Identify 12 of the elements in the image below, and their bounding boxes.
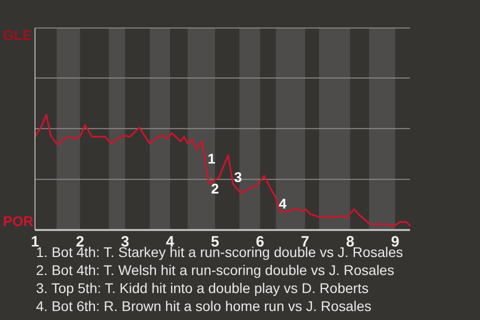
text: 2. Bot 4th: T. Welsh hit a run-scoring double vs J. Rosales — [36, 262, 394, 278]
annotation: 1 — [208, 150, 216, 167]
x-tick-label: 9 — [390, 234, 400, 251]
annotation: 4 — [278, 196, 287, 212]
text: 4. Bot 6th: R. Brown hit a solo home run vs J. Rosales — [36, 298, 372, 314]
annotation: 3 — [234, 169, 242, 186]
x-tick-label: 5 — [210, 234, 220, 251]
text: POR — [3, 213, 34, 229]
annotation: 2 — [211, 180, 220, 197]
text: GLE — [3, 27, 32, 43]
x-tick-label: 6 — [256, 234, 264, 251]
text: 3. Top 5th: T. Kidd hit into a double play vs D. Roberts — [36, 280, 369, 296]
